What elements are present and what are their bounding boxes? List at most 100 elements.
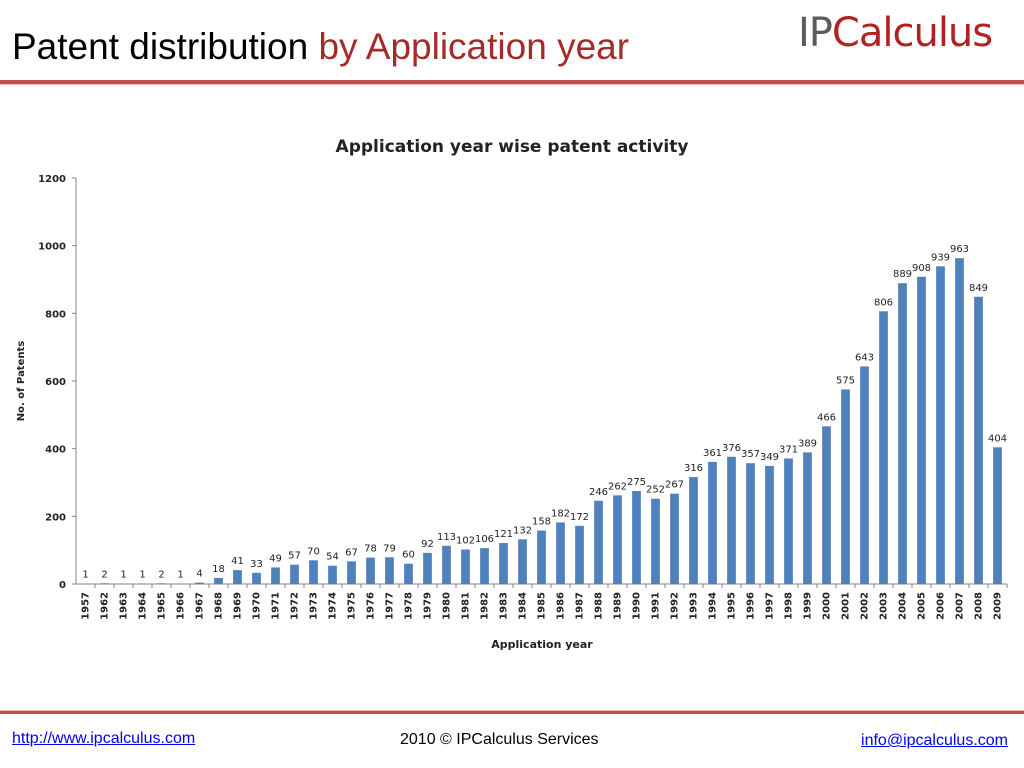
y-tick-label: 1000 <box>38 242 66 253</box>
bar-1963 <box>119 583 128 585</box>
x-tick-label-1982: 1982 <box>480 592 491 620</box>
data-label-1984: 132 <box>513 525 532 536</box>
x-axis-label: Application year <box>491 638 593 651</box>
x-tick-label-1957: 1957 <box>81 592 92 620</box>
x-tick-label-1980: 1980 <box>442 592 453 620</box>
x-tick-label-2007: 2007 <box>955 592 966 620</box>
bar-1968 <box>214 577 223 584</box>
x-tick-label-1997: 1997 <box>765 592 776 620</box>
bar-1992 <box>670 493 679 584</box>
bar-2004 <box>898 283 907 584</box>
data-label-2000: 466 <box>817 412 836 423</box>
data-label-1964: 1 <box>139 570 145 581</box>
data-label-1995: 376 <box>722 443 741 454</box>
x-tick-label-1966: 1966 <box>176 592 187 620</box>
y-tick-label: 400 <box>45 445 66 456</box>
bar-1996 <box>746 463 755 584</box>
data-label-1996: 357 <box>741 449 760 460</box>
data-label-1957: 1 <box>82 570 88 581</box>
y-tick-label: 200 <box>45 512 66 523</box>
x-tick-label-1985: 1985 <box>537 592 548 620</box>
x-tick-label-1976: 1976 <box>366 592 377 620</box>
bar-2001 <box>841 389 850 584</box>
x-tick-label-2002: 2002 <box>860 592 871 620</box>
bar-1957 <box>81 583 90 585</box>
data-label-1962: 2 <box>101 569 107 580</box>
data-label-1988: 246 <box>589 487 608 498</box>
title-accent: by Application year <box>318 26 630 67</box>
x-tick-label-1988: 1988 <box>594 592 605 620</box>
data-label-1977: 79 <box>383 543 396 554</box>
data-label-1975: 67 <box>345 547 358 558</box>
bar-1990 <box>632 490 641 584</box>
bar-1988 <box>594 500 603 584</box>
data-label-1989: 262 <box>608 481 627 492</box>
x-tick-label-1975: 1975 <box>347 592 358 620</box>
data-label-1994: 361 <box>703 448 722 459</box>
x-tick-label-2006: 2006 <box>936 592 947 620</box>
data-label-1981: 102 <box>456 535 475 546</box>
chart-title: Application year wise patent activity <box>336 137 689 157</box>
data-label-1982: 106 <box>475 534 494 545</box>
bar-chart: Application year wise patent activity No… <box>16 137 1008 651</box>
bar-2006 <box>936 266 945 584</box>
bar-1998 <box>784 458 793 584</box>
bar-1999 <box>803 452 812 584</box>
email-link[interactable]: info@ipcalculus.com <box>861 732 1008 749</box>
bar-1982 <box>480 548 489 584</box>
x-tick-label-1970: 1970 <box>252 592 263 620</box>
data-label-2005: 908 <box>912 263 931 274</box>
bar-1981 <box>461 549 470 584</box>
bar-2008 <box>974 296 983 584</box>
data-label-2006: 939 <box>931 252 950 263</box>
x-tick-label-2005: 2005 <box>917 592 928 620</box>
logo-ip: IP <box>798 10 833 56</box>
bar-1972 <box>290 564 299 584</box>
x-tick-label-2003: 2003 <box>879 592 890 620</box>
bar-1978 <box>404 563 413 584</box>
y-axis-label: No. of Patents <box>16 341 27 421</box>
x-tick-label-2008: 2008 <box>974 592 985 620</box>
data-label-2003: 806 <box>874 297 893 308</box>
data-label-1992: 267 <box>665 480 684 491</box>
data-label-2004: 889 <box>893 269 912 280</box>
website-link[interactable]: http://www.ipcalculus.com <box>12 730 196 747</box>
header-divider <box>0 80 1024 85</box>
data-label-2008: 849 <box>969 283 988 294</box>
bar-1967 <box>195 582 204 584</box>
x-tick-label-1977: 1977 <box>385 592 396 620</box>
data-label-1978: 60 <box>402 550 415 561</box>
data-label-1997: 349 <box>760 452 779 463</box>
x-tick-label-1995: 1995 <box>727 592 738 620</box>
bar-1971 <box>271 567 280 584</box>
x-tick-label-1969: 1969 <box>233 592 244 620</box>
y-tick-label: 800 <box>45 309 66 320</box>
y-tick-label: 0 <box>59 580 66 591</box>
x-tick-label-1971: 1971 <box>271 592 282 620</box>
data-label-1985: 158 <box>532 517 551 528</box>
data-label-1974: 54 <box>326 552 339 563</box>
x-tick-label-1993: 1993 <box>689 592 700 620</box>
bar-1962 <box>100 583 109 584</box>
data-label-1990: 275 <box>627 477 646 488</box>
x-tick-label-1999: 1999 <box>803 592 814 620</box>
bar-1985 <box>537 530 546 584</box>
bar-1994 <box>708 461 717 584</box>
bar-1995 <box>727 456 736 584</box>
data-label-1998: 371 <box>779 444 798 455</box>
data-label-2009: 404 <box>988 433 1007 444</box>
footer-divider <box>0 710 1024 714</box>
x-tick-label-1996: 1996 <box>746 592 757 620</box>
slide-title: Patent distribution by Application year <box>12 28 629 65</box>
x-tick-label-1998: 1998 <box>784 592 795 620</box>
x-tick-label-1990: 1990 <box>632 592 643 620</box>
data-label-1972: 57 <box>288 551 301 562</box>
data-label-2001: 575 <box>836 375 855 386</box>
bar-1997 <box>765 465 774 584</box>
y-tick-label: 1200 <box>38 174 66 185</box>
x-tick-label-1972: 1972 <box>290 592 301 620</box>
x-tick-label-1962: 1962 <box>100 592 111 620</box>
ipcalculus-logo: IPCalculus <box>798 10 1018 68</box>
x-tick-label-1965: 1965 <box>157 592 168 620</box>
data-label-1980: 113 <box>437 532 456 543</box>
